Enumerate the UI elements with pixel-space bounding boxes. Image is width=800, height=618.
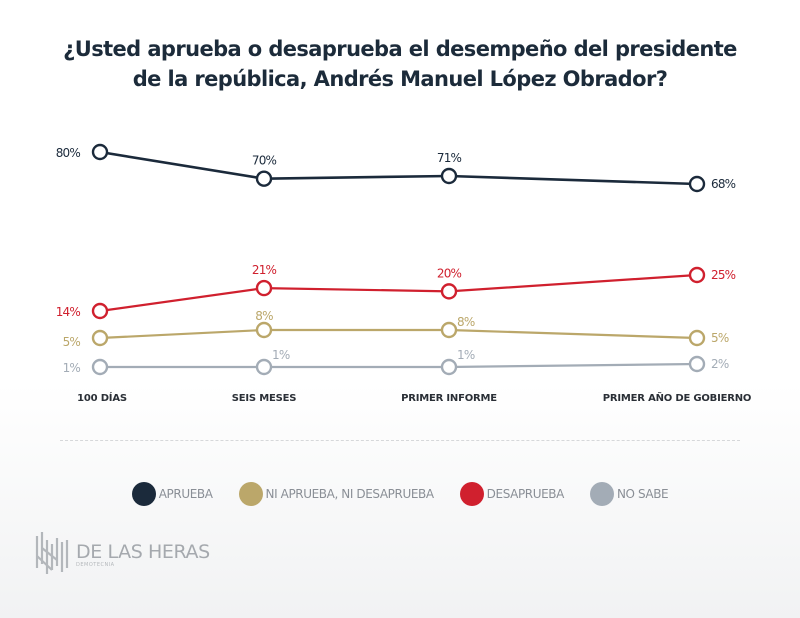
data-point-nosabe: [688, 355, 706, 373]
legend-swatch: [131, 482, 156, 506]
data-point-desaprueba: [440, 283, 458, 300]
brand-logo: DE LAS HERAS DEMOTECNIA: [34, 530, 210, 576]
data-point-nosabe: [255, 358, 273, 376]
x-tick-label: SEIS MESES: [232, 393, 296, 404]
data-label-aprueba: 70%: [252, 154, 277, 168]
data-point-aprueba: [255, 170, 273, 187]
data-label-aprueba: 80%: [56, 146, 81, 160]
data-point-nosabe: [440, 358, 458, 376]
title-line-2: de la república, Andrés Manuel López Obr…: [132, 67, 668, 91]
data-label-ni: 8%: [457, 315, 475, 329]
x-axis-labels: 100 DÍAS SEIS MESES PRIMER INFORME PRIMER A…: [77, 391, 751, 404]
legend-item-ni: NI APRUEBA, NI DESAPRUEBA: [238, 482, 435, 506]
data-label-nosabe: 1%: [63, 361, 81, 375]
legend-label: NI APRUEBA, NI DESAPRUEBA: [265, 487, 435, 501]
data-point-ni: [440, 321, 458, 339]
data-label-nosabe: 2%: [711, 357, 729, 371]
logo-name: DE LAS HERAS: [76, 541, 210, 563]
data-label-ni: 8%: [255, 309, 273, 323]
data-point-aprueba: [688, 175, 706, 193]
divider: [60, 440, 740, 441]
data-point-ni: [255, 321, 273, 339]
series-nosabe: 1% 1% 1% 2%: [63, 348, 730, 376]
legend-swatch: [589, 482, 614, 506]
series-aprueba: 80% 70% 71% 68%: [56, 143, 736, 193]
logo-mark-icon: [35, 532, 69, 574]
legend-swatch: [238, 482, 263, 506]
line-chart: 1% 1% 1% 2% 5% 8% 8% 5% 14% 21% 20% 25% 80% 70% 71% 68%…: [56, 143, 751, 404]
title-line-1: ¿Usted aprueba o desaprueba el desempeño…: [63, 37, 737, 61]
data-label-nosabe: 1%: [272, 348, 290, 362]
data-point-aprueba: [91, 143, 109, 161]
data-label-desaprueba: 25%: [711, 268, 736, 282]
legend-item-nosabe: NO SABE: [589, 482, 669, 506]
data-label-desaprueba: 20%: [437, 266, 462, 280]
data-point-ni: [91, 329, 109, 347]
data-point-nosabe: [91, 358, 109, 376]
legend-swatch: [459, 482, 484, 506]
legend-item-desaprueba: DESAPRUEBA: [459, 482, 565, 506]
data-point-desaprueba: [688, 266, 706, 284]
legend-label: DESAPRUEBA: [486, 487, 565, 501]
legend-item-aprueba: APRUEBA: [131, 482, 213, 506]
x-tick-label: 100 DÍAS: [77, 391, 127, 404]
data-label-ni: 5%: [711, 331, 729, 345]
data-point-desaprueba: [255, 279, 273, 297]
data-label-ni: 5%: [63, 335, 81, 349]
series-line-nosabe: [100, 362, 698, 369]
data-label-desaprueba: 21%: [252, 263, 277, 277]
series-line-aprueba: [99, 150, 698, 186]
legend-label: NO SABE: [616, 487, 669, 501]
x-tick-label: PRIMER AÑO DE GOBIERNO: [603, 391, 751, 404]
data-label-nosabe: 1%: [457, 348, 475, 362]
series-layer: 1% 1% 1% 2% 5% 8% 8% 5% 14% 21% 20% 25% 80% 70% 71% 68%: [56, 143, 736, 376]
data-point-aprueba: [440, 167, 458, 185]
legend: APRUEBA NI APRUEBA, NI DESAPRUEBA DESAPR…: [0, 482, 800, 506]
series-ni: 5% 8% 8% 5%: [63, 309, 730, 349]
data-label-aprueba: 71%: [437, 151, 462, 165]
legend-label: APRUEBA: [158, 487, 213, 501]
data-label-aprueba: 68%: [711, 177, 736, 191]
data-point-desaprueba: [91, 302, 109, 320]
series-line-desaprueba: [99, 273, 698, 313]
series-line-ni: [99, 328, 698, 340]
data-point-ni: [688, 329, 706, 347]
chart-title: ¿Usted aprueba o desaprueba el desempeño…: [0, 34, 800, 94]
x-tick-label: PRIMER INFORME: [401, 393, 497, 404]
data-label-desaprueba: 14%: [56, 305, 81, 319]
series-desaprueba: 14% 21% 20% 25%: [56, 263, 736, 320]
logo-subtitle: DEMOTECNIA: [76, 562, 115, 568]
